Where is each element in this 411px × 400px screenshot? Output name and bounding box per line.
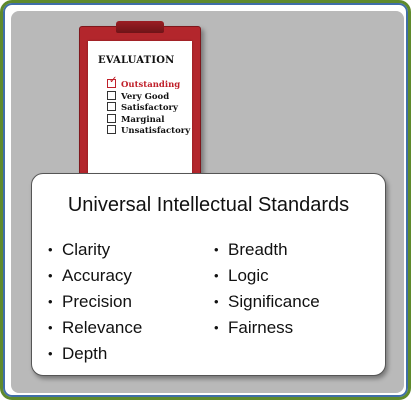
- bullet-icon: •: [214, 242, 219, 257]
- clipboard-illustration: EVALUATION ✓ Outstanding Very Good Satisf…: [79, 21, 201, 200]
- evaluation-item-very-good: Very Good: [107, 90, 190, 103]
- evaluation-item-satisfactory: Satisfactory: [107, 102, 190, 114]
- bullet-icon: •: [48, 320, 53, 335]
- standard-item: • Significance: [214, 289, 320, 315]
- checkbox-empty-icon: [107, 90, 116, 100]
- evaluation-item-marginal: Marginal: [107, 113, 190, 126]
- evaluation-item-unsatisfactory: Unsatisfactory: [107, 125, 190, 137]
- evaluation-label: Marginal: [121, 114, 165, 125]
- standard-label: Relevance: [62, 318, 143, 337]
- standard-item: • Logic: [214, 263, 320, 289]
- standard-label: Fairness: [228, 318, 294, 337]
- standard-item: • Accuracy: [48, 263, 142, 289]
- standard-item: • Precision: [48, 289, 142, 315]
- checkbox-empty-icon: [107, 113, 116, 123]
- bullet-icon: •: [214, 320, 219, 335]
- standard-label: Breadth: [228, 240, 288, 259]
- standards-card: Universal Intellectual Standards • Clarit…: [31, 173, 386, 376]
- standard-item: • Depth: [48, 341, 142, 367]
- bullet-icon: •: [48, 242, 53, 257]
- checkbox-checked-icon: ✓: [107, 75, 118, 88]
- standard-item: • Breadth: [214, 237, 320, 263]
- standards-left-column: • Clarity • Accuracy • Precision • Relevance…: [48, 237, 142, 367]
- evaluation-label: Very Good: [121, 91, 170, 102]
- standard-item: • Relevance: [48, 315, 142, 341]
- standard-label: Accuracy: [62, 266, 132, 285]
- standard-label: Depth: [62, 344, 108, 363]
- checkbox-empty-icon: [107, 102, 116, 111]
- standard-item: • Fairness: [214, 315, 320, 341]
- standard-label: Significance: [228, 292, 320, 311]
- bullet-icon: •: [214, 294, 219, 309]
- standards-title: Universal Intellectual Standards: [67, 194, 350, 216]
- checkbox-empty-icon: [107, 125, 116, 134]
- bullet-icon: •: [48, 294, 53, 309]
- standard-item: • Clarity: [48, 237, 142, 263]
- bullet-icon: •: [214, 268, 219, 283]
- standard-label: Logic: [228, 266, 269, 285]
- standards-right-column: • Breadth • Logic • Significance • Fairness: [214, 237, 320, 341]
- evaluation-paper: [88, 41, 192, 191]
- evaluation-list: ✓ Outstanding Very Good Satisfactory Marg…: [107, 75, 190, 137]
- evaluation-label: Satisfactory: [121, 103, 178, 113]
- clipboard-clip: [116, 21, 164, 33]
- bullet-icon: •: [48, 268, 53, 283]
- standard-label: Clarity: [62, 240, 111, 259]
- evaluation-item-outstanding: ✓ Outstanding: [107, 75, 190, 91]
- evaluation-label: Unsatisfactory: [121, 126, 191, 136]
- evaluation-label: Outstanding: [121, 80, 181, 90]
- evaluation-heading: EVALUATION: [98, 55, 175, 66]
- bullet-icon: •: [48, 346, 53, 361]
- standard-label: Precision: [62, 292, 132, 311]
